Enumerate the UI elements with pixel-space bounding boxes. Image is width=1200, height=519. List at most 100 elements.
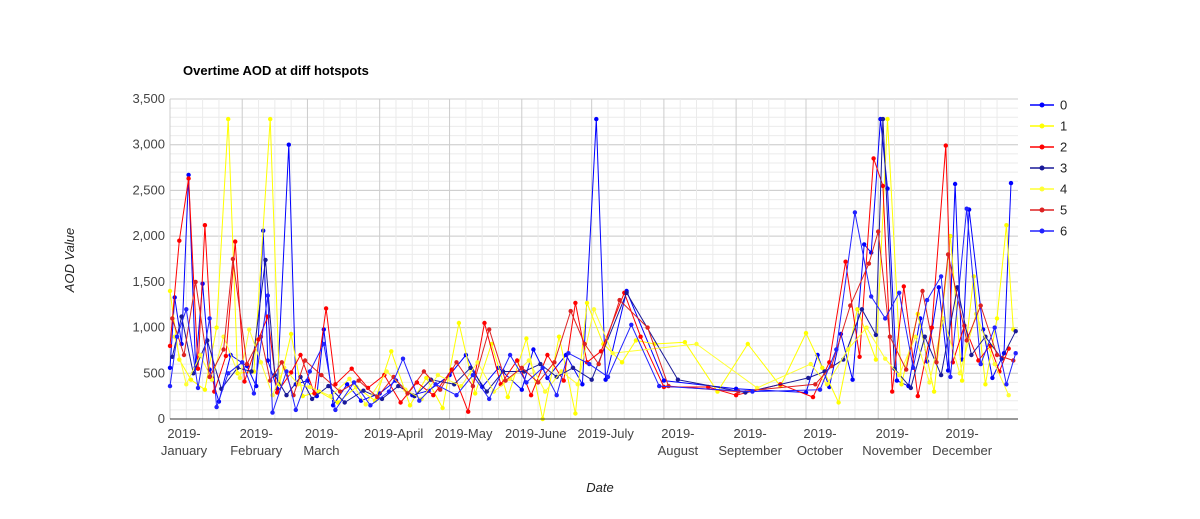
data-point[interactable] [736,389,741,394]
data-point[interactable] [221,347,226,352]
data-point[interactable] [417,398,422,403]
data-point[interactable] [284,393,289,398]
data-point[interactable] [454,393,459,398]
data-point[interactable] [435,372,441,378]
data-point[interactable] [538,361,543,367]
data-point[interactable] [433,382,438,387]
data-point[interactable] [899,382,904,387]
data-point[interactable] [349,366,354,371]
data-point[interactable] [850,377,855,382]
data-point[interactable] [920,288,925,294]
data-point[interactable] [195,366,201,371]
data-point[interactable] [361,388,366,393]
data-point[interactable] [265,358,270,363]
data-point[interactable] [694,341,699,347]
data-point[interactable] [582,341,587,347]
data-point[interactable] [580,382,585,387]
data-point[interactable] [871,156,876,161]
data-point[interactable] [810,394,816,400]
data-point[interactable] [247,327,252,332]
data-point[interactable] [908,385,913,391]
data-point[interactable] [862,242,867,247]
data-point[interactable] [657,383,662,389]
data-point[interactable] [459,383,464,389]
data-point[interactable] [309,396,315,402]
data-point[interactable] [363,402,368,407]
data-point[interactable] [265,293,270,298]
data-point[interactable] [365,385,371,391]
data-point[interactable] [813,382,818,387]
data-point[interactable] [307,384,312,390]
data-point[interactable] [368,403,373,408]
data-point[interactable] [943,143,948,148]
data-point[interactable] [507,352,513,358]
data-point[interactable] [1008,180,1014,186]
data-point[interactable] [186,176,191,181]
data-point[interactable] [167,365,173,370]
data-point[interactable] [323,306,329,311]
data-point[interactable] [820,365,825,370]
data-point[interactable] [901,284,906,289]
data-point[interactable] [470,372,476,378]
data-point[interactable] [624,290,629,295]
data-point[interactable] [894,378,900,383]
data-point[interactable] [170,354,175,359]
data-point[interactable] [398,400,403,405]
data-point[interactable] [519,365,524,370]
data-point[interactable] [836,400,841,405]
data-point[interactable] [307,369,312,374]
data-point[interactable] [351,380,357,385]
data-point[interactable] [421,369,427,374]
data-point[interactable] [484,389,489,394]
data-point[interactable] [1004,223,1009,228]
data-point[interactable] [505,394,510,400]
data-point[interactable] [675,377,681,382]
data-point[interactable] [466,409,471,414]
data-point[interactable] [629,322,634,327]
data-point[interactable] [927,380,932,385]
data-point[interactable] [936,285,941,290]
data-point[interactable] [876,229,881,234]
data-point[interactable] [959,378,965,383]
data-point[interactable] [556,334,562,339]
data-point[interactable] [570,365,576,370]
legend-item-5[interactable]: 5 [1030,203,1067,218]
data-point[interactable] [414,380,420,385]
data-point[interactable] [682,340,688,345]
data-point[interactable] [852,210,858,215]
data-point[interactable] [983,382,988,387]
data-point[interactable] [605,374,611,380]
data-point[interactable] [473,391,478,396]
data-point[interactable] [645,325,650,330]
data-point[interactable] [186,172,191,178]
data-point[interactable] [978,303,983,308]
data-point[interactable] [223,353,229,359]
data-point[interactable] [312,391,317,396]
data-point[interactable] [545,352,550,358]
data-point[interactable] [263,257,268,263]
data-point[interactable] [279,360,284,365]
data-point[interactable] [990,375,995,381]
data-point[interactable] [177,238,182,243]
data-point[interactable] [619,360,625,365]
data-point[interactable] [258,360,264,365]
data-point[interactable] [475,360,480,365]
data-point[interactable] [1006,393,1011,398]
data-point[interactable] [566,351,571,356]
data-point[interactable] [952,181,958,187]
data-point[interactable] [188,377,194,382]
data-point[interactable] [514,358,520,363]
data-point[interactable] [454,360,459,365]
data-point[interactable] [431,393,436,398]
data-point[interactable] [661,378,667,383]
data-point[interactable] [575,382,580,387]
data-point[interactable] [389,349,394,354]
data-point[interactable] [540,365,545,370]
data-point[interactable] [633,338,639,343]
data-point[interactable] [745,341,750,347]
data-point[interactable] [335,400,340,405]
data-point[interactable] [617,297,622,303]
data-point[interactable] [945,252,951,257]
data-point[interactable] [198,352,203,358]
data-point[interactable] [384,369,389,374]
